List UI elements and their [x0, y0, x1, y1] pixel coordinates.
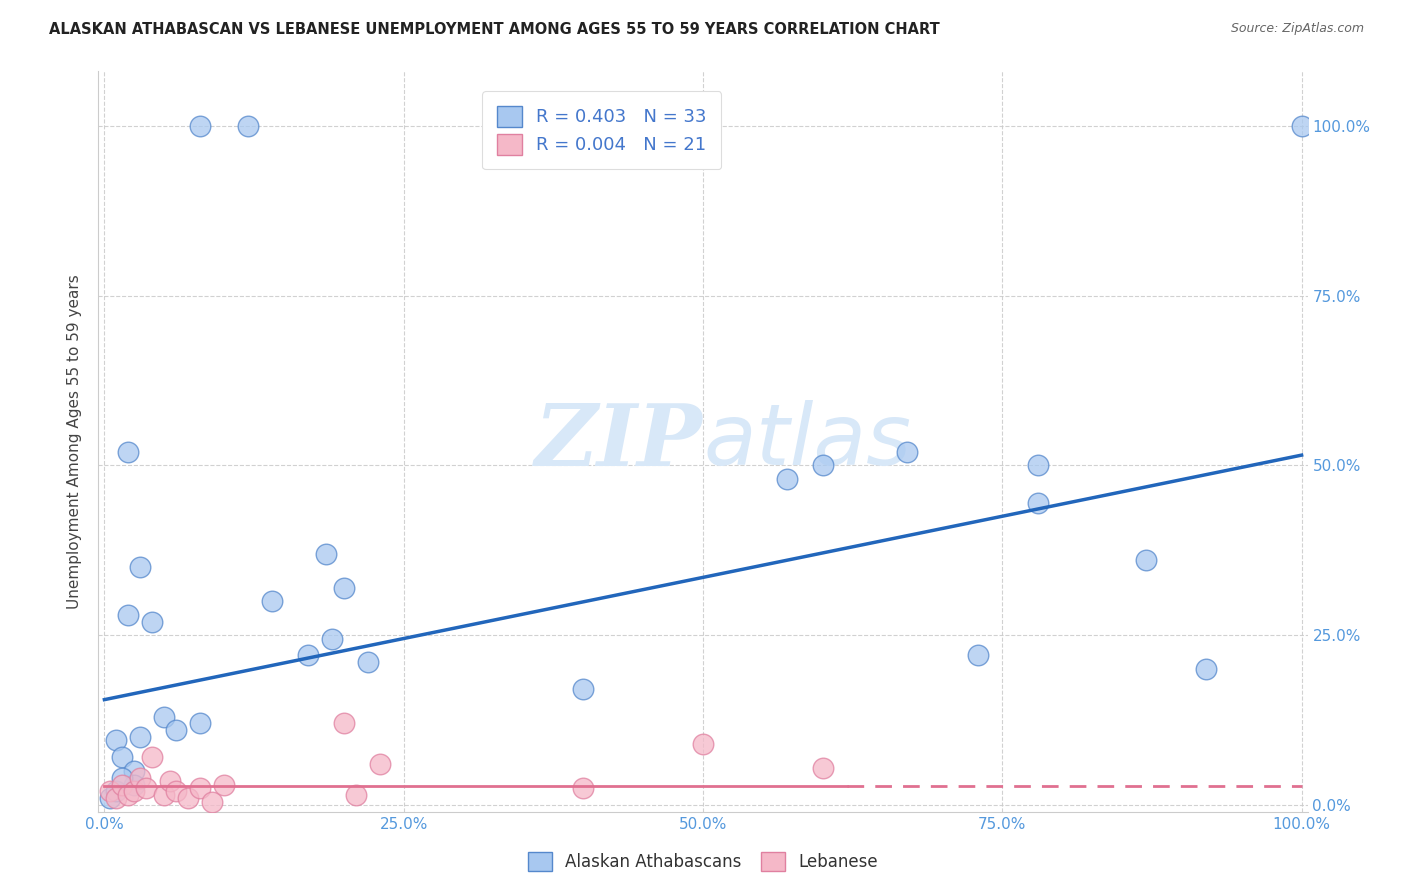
Point: [188, 780, 211, 795]
Point: [212, 778, 235, 792]
Point: [165, 784, 187, 798]
Point: [100, 791, 122, 805]
Point: [124, 784, 146, 798]
Point: [111, 771, 134, 785]
Point: [165, 723, 187, 738]
Text: Source: ZipAtlas.com: Source: ZipAtlas.com: [1230, 22, 1364, 36]
Text: ALASKAN ATHABASCAN VS LEBANESE UNEMPLOYMENT AMONG AGES 55 TO 59 YEARS CORRELATIO: ALASKAN ATHABASCAN VS LEBANESE UNEMPLOYM…: [49, 22, 941, 37]
Point: [321, 632, 343, 646]
Text: ZIP: ZIP: [536, 400, 703, 483]
Legend: R = 0.403   N = 33, R = 0.004   N = 21: R = 0.403 N = 33, R = 0.004 N = 21: [482, 92, 721, 169]
Point: [1026, 458, 1049, 473]
Point: [1291, 119, 1313, 133]
Point: [344, 788, 367, 802]
Point: [117, 444, 139, 458]
Point: [153, 709, 176, 723]
Point: [1195, 662, 1218, 676]
Point: [811, 458, 834, 473]
Point: [177, 791, 200, 805]
Point: [105, 733, 128, 747]
Legend: Alaskan Athabascans, Lebanese: Alaskan Athabascans, Lebanese: [520, 843, 886, 880]
Point: [117, 607, 139, 622]
Point: [141, 750, 163, 764]
Point: [124, 764, 146, 778]
Point: [1135, 553, 1157, 567]
Point: [111, 750, 134, 764]
Point: [135, 780, 157, 795]
Point: [776, 472, 799, 486]
Point: [357, 655, 380, 669]
Point: [1026, 496, 1049, 510]
Point: [188, 119, 211, 133]
Point: [129, 771, 152, 785]
Point: [572, 780, 595, 795]
Y-axis label: Unemployment Among Ages 55 to 59 years: Unemployment Among Ages 55 to 59 years: [67, 274, 83, 609]
Point: [368, 757, 391, 772]
Point: [129, 730, 152, 744]
Text: atlas: atlas: [703, 400, 911, 483]
Point: [297, 648, 319, 663]
Point: [105, 791, 128, 805]
Point: [572, 682, 595, 697]
Point: [159, 774, 181, 789]
Point: [967, 648, 990, 663]
Point: [117, 788, 139, 802]
Point: [315, 547, 337, 561]
Point: [896, 444, 918, 458]
Point: [141, 615, 163, 629]
Point: [692, 737, 714, 751]
Point: [260, 594, 283, 608]
Point: [129, 560, 152, 574]
Point: [100, 784, 122, 798]
Point: [188, 716, 211, 731]
Point: [236, 119, 259, 133]
Point: [811, 761, 834, 775]
Point: [333, 581, 356, 595]
Point: [333, 716, 356, 731]
Point: [124, 778, 146, 792]
Point: [105, 784, 128, 798]
Point: [201, 795, 224, 809]
Point: [111, 778, 134, 792]
Point: [153, 788, 176, 802]
